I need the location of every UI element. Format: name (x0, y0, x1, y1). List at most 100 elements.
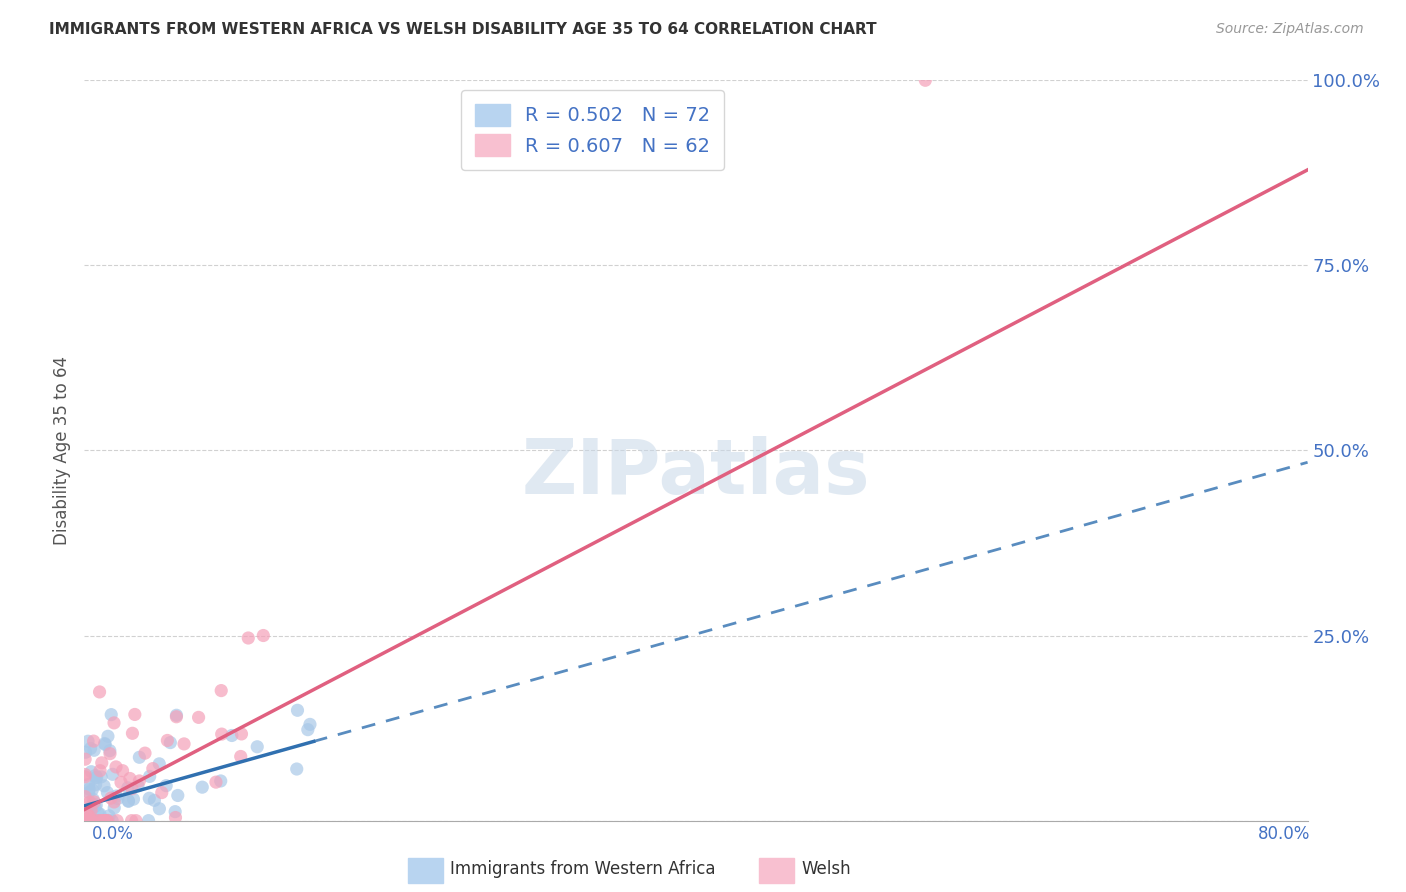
Point (165, 805, 187, 819)
Point (75, 814, 97, 828)
Point (101, 767, 124, 781)
Point (93, 779, 115, 793)
Point (297, 723, 319, 737)
Point (79, 814, 101, 828)
Point (84, 778, 107, 792)
Point (79, 814, 101, 828)
Point (148, 802, 170, 816)
Point (76, 814, 98, 828)
Point (103, 795, 125, 809)
Point (101, 814, 124, 828)
Point (77, 777, 100, 791)
Point (86, 814, 108, 828)
Point (138, 769, 160, 783)
Text: Welsh: Welsh (801, 860, 851, 878)
Point (155, 779, 177, 793)
Point (79, 795, 101, 809)
Point (143, 793, 166, 807)
Legend: R = 0.502   N = 72, R = 0.607   N = 62: R = 0.502 N = 72, R = 0.607 N = 62 (461, 90, 724, 169)
Point (122, 792, 145, 806)
Point (96, 814, 118, 828)
Point (173, 737, 195, 751)
Point (77, 785, 100, 799)
Point (165, 710, 187, 724)
Point (166, 789, 188, 803)
Point (148, 756, 170, 771)
Point (75, 789, 97, 804)
Point (87, 814, 110, 828)
Point (138, 791, 160, 805)
Text: Immigrants from Western Africa: Immigrants from Western Africa (450, 860, 716, 878)
Point (211, 727, 233, 741)
Point (83, 743, 105, 757)
Point (98, 747, 121, 761)
Point (191, 780, 214, 794)
Point (246, 739, 269, 754)
Point (97, 729, 120, 743)
Point (118, 772, 141, 786)
Point (159, 736, 181, 750)
Point (117, 794, 139, 808)
Point (110, 775, 132, 789)
Point (94, 814, 117, 828)
Point (87, 806, 110, 821)
Point (103, 801, 125, 815)
Point (252, 628, 274, 642)
Point (209, 683, 232, 698)
Point (90, 770, 112, 784)
Point (77, 814, 100, 828)
Point (75, 814, 97, 828)
Point (75, 814, 97, 828)
Point (98, 809, 121, 823)
Point (86, 770, 108, 784)
Point (150, 786, 173, 800)
Point (287, 703, 309, 717)
Point (84, 798, 107, 813)
Point (77, 808, 100, 822)
Point (75, 770, 97, 784)
Point (84, 799, 107, 814)
Point (82, 792, 104, 806)
Point (96, 786, 118, 800)
Text: Source: ZipAtlas.com: Source: ZipAtlas.com (1216, 22, 1364, 37)
Point (94, 738, 117, 752)
Point (142, 762, 165, 776)
Point (87, 814, 110, 828)
Point (127, 779, 149, 793)
Point (105, 789, 128, 803)
Point (103, 715, 125, 730)
Point (298, 717, 321, 731)
Point (86, 814, 108, 828)
Point (914, 73, 936, 87)
Point (80, 764, 103, 779)
Point (75, 752, 97, 766)
Point (87, 814, 110, 828)
Point (84, 771, 107, 785)
Point (75, 745, 97, 759)
Point (166, 708, 188, 723)
Text: 0.0%: 0.0% (91, 825, 134, 843)
Point (121, 781, 143, 796)
Point (187, 710, 209, 724)
Point (97, 814, 120, 828)
Point (128, 750, 150, 764)
Point (77, 809, 100, 823)
Point (121, 726, 143, 740)
Point (89, 807, 111, 822)
Point (82, 782, 104, 797)
Point (84, 814, 107, 828)
Point (124, 707, 146, 722)
Point (221, 729, 243, 743)
Point (75, 814, 97, 828)
Point (100, 707, 122, 722)
Text: IMMIGRANTS FROM WESTERN AFRICA VS WELSH DISABILITY AGE 35 TO 64 CORRELATION CHAR: IMMIGRANTS FROM WESTERN AFRICA VS WELSH … (49, 22, 877, 37)
Point (82, 814, 104, 828)
Point (84, 814, 107, 828)
Point (82, 797, 104, 811)
Point (79, 741, 101, 756)
Point (231, 727, 253, 741)
Point (134, 746, 156, 760)
Point (77, 782, 100, 797)
Point (111, 764, 134, 778)
Point (82, 814, 104, 828)
